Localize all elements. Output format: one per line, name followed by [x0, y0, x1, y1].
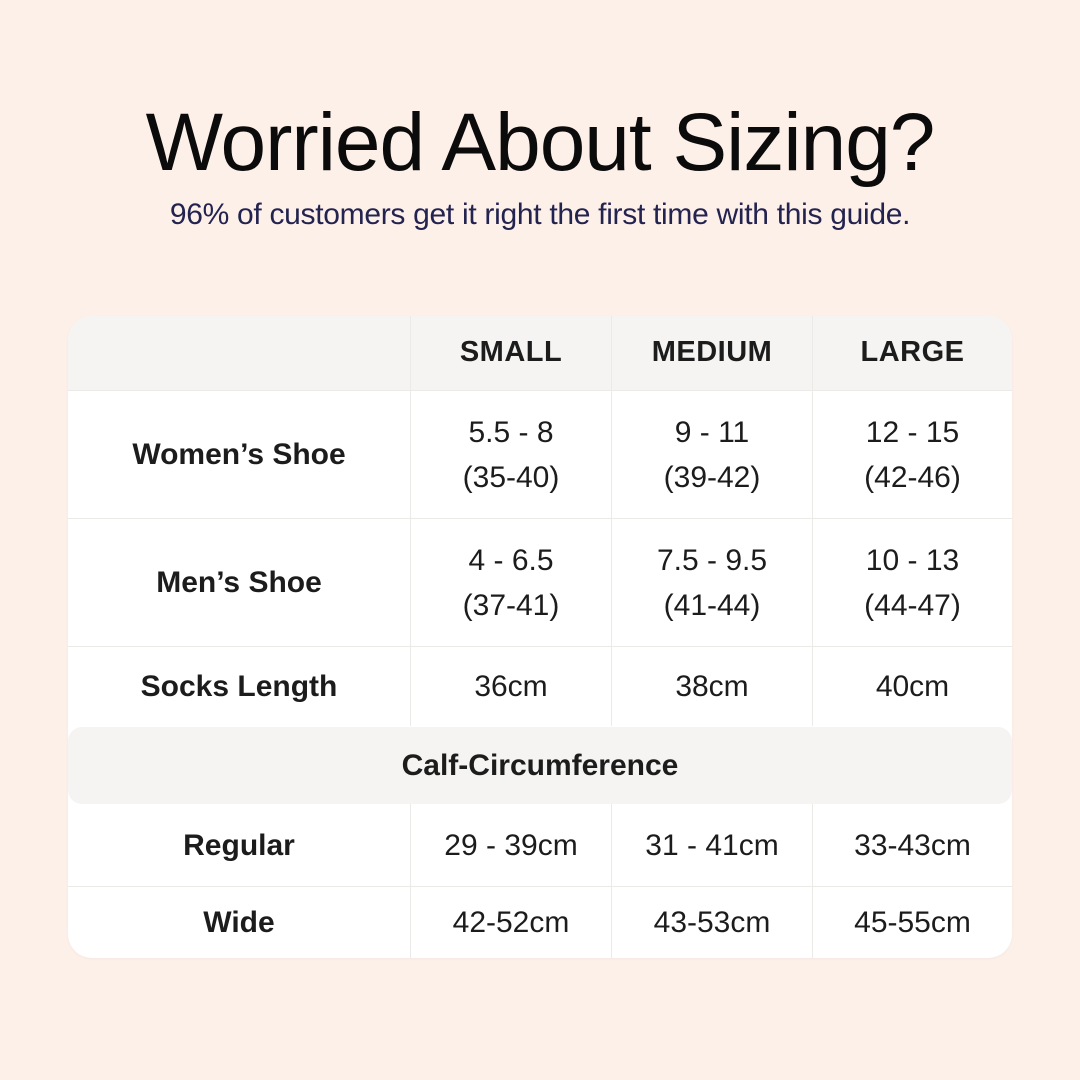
size-chart-table: SMALL MEDIUM LARGE Women’s Shoe 5.5 - 8 …: [68, 316, 1012, 958]
cell-wide-large: 45-55cm: [812, 887, 1012, 958]
cell-regular-medium: 31 - 41cm: [611, 804, 812, 886]
cell-regular-small: 29 - 39cm: [410, 804, 611, 886]
table-row-regular: Regular 29 - 39cm 31 - 41cm 33-43cm: [68, 804, 1012, 886]
hero-section: Worried About Sizing? 96% of customers g…: [0, 97, 1080, 232]
row-label: Wide: [203, 906, 275, 939]
cell-value-eu: (44-47): [864, 588, 961, 622]
row-label: Regular: [183, 828, 295, 862]
cell-mens-medium: 7.5 - 9.5 (41-44): [611, 519, 812, 646]
table-row-wide: Wide 42-52cm 43-53cm 45-55cm: [68, 886, 1012, 958]
cell-value-eu: (35-40): [462, 460, 560, 494]
column-header-large: LARGE: [812, 316, 1012, 390]
cell-socks-medium: 38cm: [611, 647, 812, 726]
cell-wide-medium: 43-53cm: [611, 887, 812, 958]
cell-mens-small: 4 - 6.5 (37-41): [410, 519, 611, 646]
column-header-small: SMALL: [410, 316, 611, 390]
cell-value-eu: (37-41): [462, 588, 560, 622]
cell-wide-small: 42-52cm: [410, 887, 611, 958]
cell-socks-small: 36cm: [410, 647, 611, 726]
cell-value: 10 - 13: [865, 543, 960, 577]
page-title: Worried About Sizing?: [145, 97, 936, 188]
cell-womens-medium: 9 - 11 (39-42): [611, 391, 812, 518]
cell-value: 9 - 11: [674, 415, 750, 449]
cell-value-eu: (39-42): [663, 460, 761, 494]
cell-value: 12 - 15: [865, 415, 960, 449]
row-label: Socks Length: [140, 670, 338, 703]
cell-socks-large: 40cm: [812, 647, 1012, 726]
column-header-medium: MEDIUM: [611, 316, 812, 390]
table-row-socks-length: Socks Length 36cm 38cm 40cm: [68, 646, 1012, 726]
row-label: Men’s Shoe: [156, 566, 322, 599]
table-row-womens-shoe: Women’s Shoe 5.5 - 8 (35-40) 9 - 11 (39-…: [68, 390, 1012, 518]
table-header-row: SMALL MEDIUM LARGE: [68, 316, 1012, 390]
column-header-empty: [68, 316, 410, 390]
cell-value-eu: (41-44): [663, 588, 761, 622]
page-subtitle: 96% of customers get it right the first …: [169, 198, 911, 232]
cell-womens-large: 12 - 15 (42-46): [812, 391, 1012, 518]
table-row-mens-shoe: Men’s Shoe 4 - 6.5 (37-41) 7.5 - 9.5 (41…: [68, 518, 1012, 646]
cell-regular-large: 33-43cm: [812, 804, 1012, 886]
cell-womens-small: 5.5 - 8 (35-40): [410, 391, 611, 518]
cell-value: 4 - 6.5: [468, 543, 554, 577]
cell-mens-large: 10 - 13 (44-47): [812, 519, 1012, 646]
cell-value: 7.5 - 9.5: [656, 543, 768, 577]
cell-value-eu: (42-46): [864, 460, 961, 494]
section-header-calf-circumference: Calf-Circumference: [68, 727, 1012, 804]
row-label: Women’s Shoe: [132, 438, 346, 471]
cell-value: 5.5 - 8: [468, 415, 554, 449]
